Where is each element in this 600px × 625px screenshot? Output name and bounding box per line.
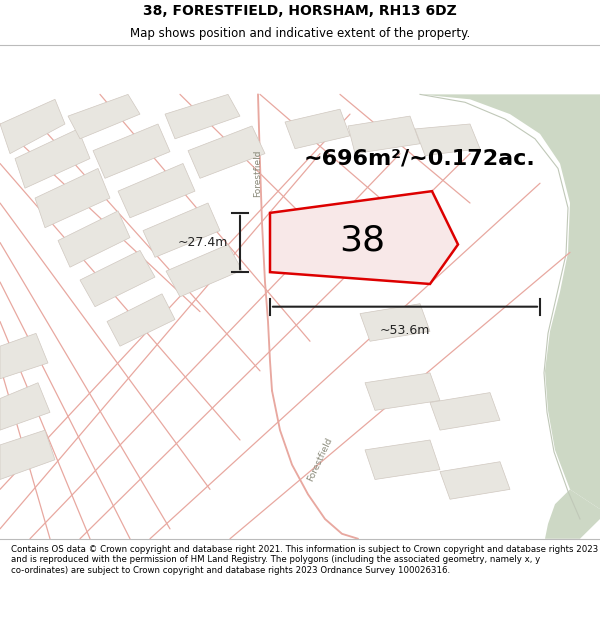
Text: Forestfield: Forestfield [254,149,263,197]
Polygon shape [188,126,265,178]
Polygon shape [0,430,55,479]
Polygon shape [420,94,600,509]
Polygon shape [348,116,420,154]
Polygon shape [15,129,90,188]
Text: Map shows position and indicative extent of the property.: Map shows position and indicative extent… [130,28,470,40]
Text: Forestfield: Forestfield [306,436,334,483]
Polygon shape [35,168,110,228]
Polygon shape [0,382,50,430]
Text: ~27.4m: ~27.4m [178,236,228,249]
Polygon shape [143,203,220,258]
Polygon shape [545,489,600,539]
Polygon shape [118,164,195,217]
Polygon shape [93,124,170,178]
Polygon shape [365,373,440,411]
Polygon shape [365,440,440,479]
Polygon shape [415,124,480,156]
Polygon shape [430,392,500,430]
Polygon shape [166,244,242,297]
Polygon shape [360,304,430,341]
Polygon shape [58,211,130,268]
Text: ~53.6m: ~53.6m [380,324,430,338]
Polygon shape [80,251,155,307]
Polygon shape [285,109,350,149]
Polygon shape [0,333,48,379]
Polygon shape [270,191,458,284]
Polygon shape [440,462,510,499]
Text: 38, FORESTFIELD, HORSHAM, RH13 6DZ: 38, FORESTFIELD, HORSHAM, RH13 6DZ [143,4,457,18]
Polygon shape [68,94,140,139]
Polygon shape [165,94,240,139]
Text: Contains OS data © Crown copyright and database right 2021. This information is : Contains OS data © Crown copyright and d… [11,545,598,574]
Text: 38: 38 [339,224,385,258]
Text: ~696m²/~0.172ac.: ~696m²/~0.172ac. [304,149,536,169]
Polygon shape [0,99,65,154]
Polygon shape [107,294,175,346]
